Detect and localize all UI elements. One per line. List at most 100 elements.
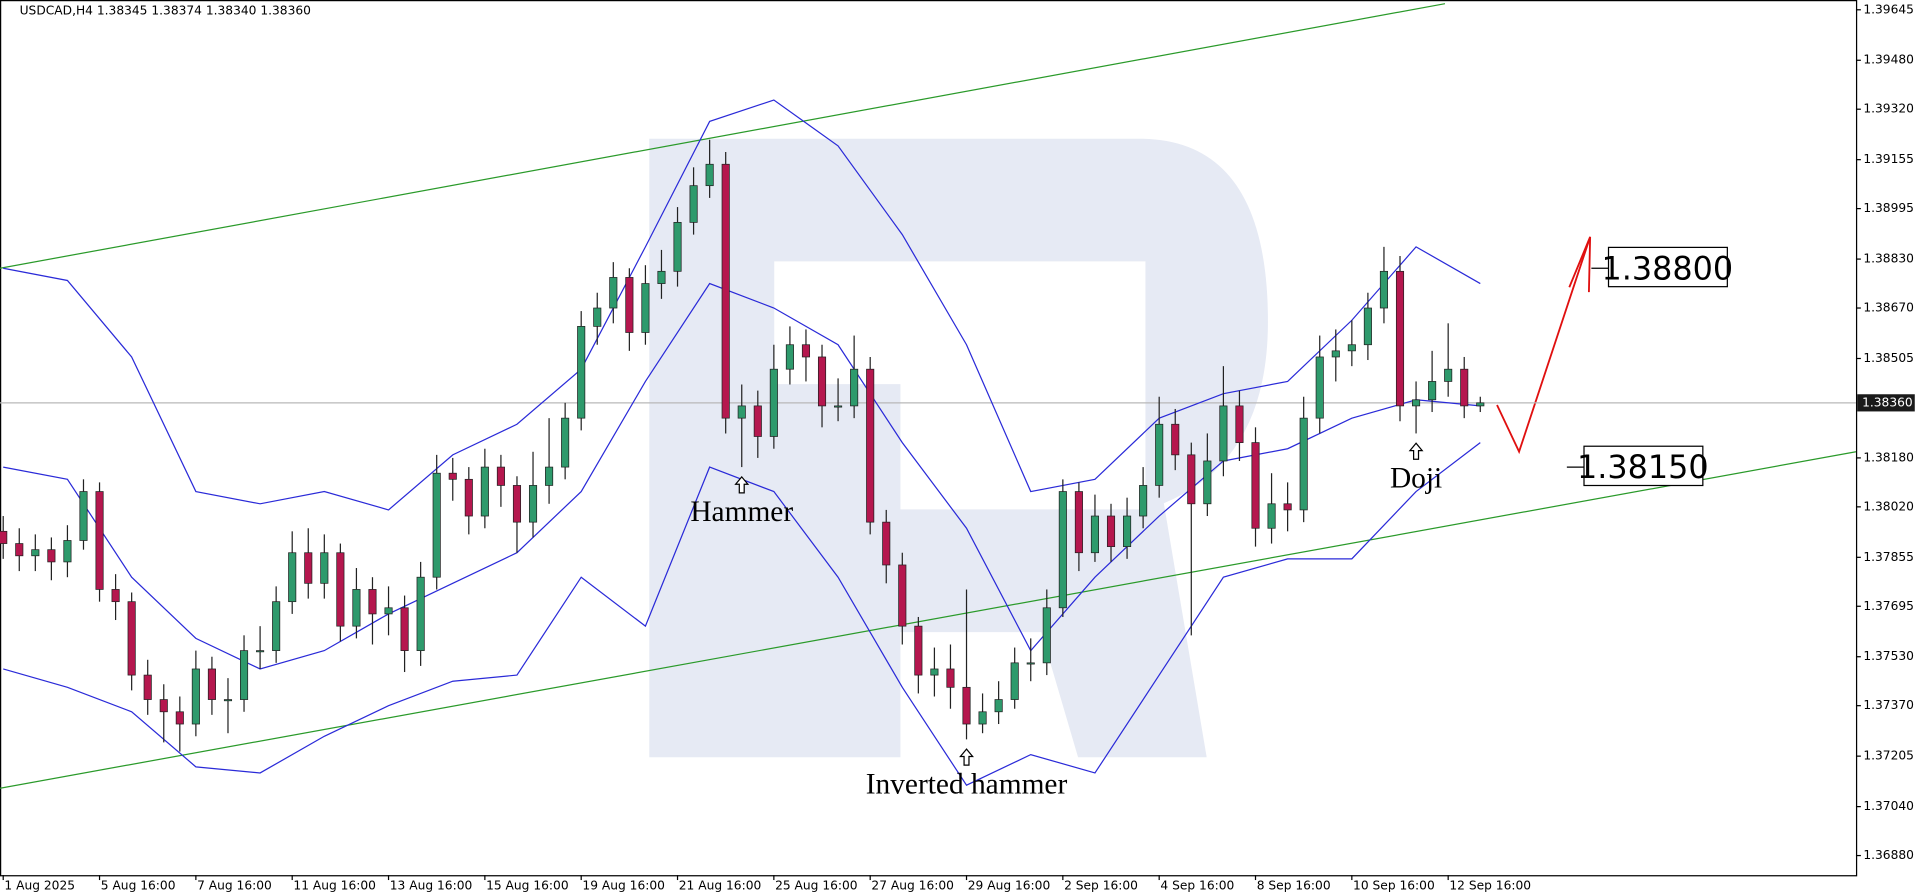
y-tick-label: 1.39320	[1863, 102, 1914, 116]
candle-body	[625, 277, 634, 333]
candle-body	[528, 485, 538, 523]
last-price-box	[1857, 394, 1915, 412]
candle-body	[1299, 417, 1308, 511]
candle-body	[946, 668, 955, 688]
candle-body	[1058, 491, 1067, 609]
candle-body	[1171, 423, 1180, 456]
candle-body	[994, 699, 1003, 713]
candle-body	[448, 472, 457, 480]
candle-body	[1476, 402, 1485, 407]
y-tick-label: 1.37040	[1863, 799, 1914, 813]
y-tick-label: 1.38505	[1863, 351, 1914, 365]
candle-body	[1379, 270, 1388, 309]
candle-body	[1203, 460, 1212, 505]
candle-body	[914, 625, 923, 676]
candle-body	[689, 185, 698, 223]
y-tick-label: 1.37530	[1863, 649, 1914, 663]
candle-body	[496, 466, 505, 486]
candle-body	[577, 326, 586, 419]
plot-frame	[0, 0, 1858, 877]
candle-body	[1090, 515, 1100, 554]
chart-title: USDCAD,H4 1.38345 1.38374 1.38340 1.3836…	[20, 4, 311, 18]
candle-body	[753, 405, 762, 437]
annotation: Hammer	[690, 496, 793, 528]
candle-body	[512, 485, 522, 523]
candle-body	[801, 344, 811, 358]
candle-body	[1139, 485, 1148, 517]
x-tick-label: 11 Aug 16:00	[293, 879, 376, 893]
candle-body	[31, 549, 40, 557]
candle-body	[657, 270, 666, 284]
x-tick-label: 27 Aug 16:00	[871, 879, 954, 893]
candle-body	[384, 607, 393, 615]
x-tick-label: 10 Sep 16:00	[1353, 879, 1435, 893]
candle-body	[609, 277, 618, 309]
candle-body	[1283, 503, 1292, 511]
candle-body	[1155, 423, 1164, 486]
candle-body	[1428, 381, 1437, 401]
x-tick-label: 19 Aug 16:00	[582, 879, 665, 893]
y-tick-label: 1.38180	[1863, 450, 1914, 464]
candle-body	[930, 668, 939, 676]
candle-body	[320, 552, 329, 584]
candle-body	[416, 576, 425, 651]
candle-body	[785, 344, 794, 370]
forecast-arrow	[1496, 240, 1590, 455]
candle-body	[1187, 454, 1196, 505]
candle-body	[79, 491, 88, 541]
y-tick-label: 1.37370	[1863, 698, 1914, 712]
annotation: Inverted hammer	[866, 768, 1068, 800]
y-tick-label: 1.38670	[1863, 301, 1914, 315]
bollinger-band	[3, 99, 1481, 511]
candle-body	[127, 601, 136, 676]
y-tick-label: 1.39645	[1863, 2, 1914, 16]
watermark	[649, 138, 1268, 758]
candle-body	[63, 540, 72, 563]
candle-body	[175, 711, 184, 725]
candle-body	[1219, 405, 1228, 462]
annotation-arrow	[959, 748, 974, 766]
candle-body	[721, 163, 730, 419]
candle-body	[207, 668, 216, 700]
candle-body	[143, 674, 152, 700]
y-tick-label: 1.38020	[1863, 499, 1914, 513]
candle-body	[400, 607, 409, 651]
candle-body	[1235, 405, 1244, 443]
candle-body	[1444, 368, 1453, 382]
candle-body	[1347, 344, 1356, 352]
candle-body	[769, 368, 778, 437]
x-tick-label: 15 Aug 16:00	[486, 879, 569, 893]
y-tick-label: 1.39155	[1863, 152, 1914, 166]
x-tick-label: 7 Aug 16:00	[197, 879, 272, 893]
candle-body	[288, 552, 297, 603]
x-tick-label: 8 Sep 16:00	[1257, 879, 1331, 893]
y-tick-label: 1.37855	[1863, 550, 1914, 564]
level-label: 1.38150	[1577, 448, 1709, 486]
annotation-arrow	[1408, 442, 1424, 460]
forecast-arrowhead	[1568, 236, 1592, 293]
candle-body	[159, 699, 168, 713]
y-tick-label: 1.37695	[1863, 599, 1914, 613]
x-tick-label: 5 Aug 16:00	[101, 879, 176, 893]
candle-body	[432, 472, 441, 578]
candle-body	[1010, 662, 1019, 700]
x-tick-label: 12 Sep 16:00	[1449, 879, 1531, 893]
candle-body	[641, 283, 650, 333]
level-label: 1.38800	[1601, 249, 1733, 287]
annotation-arrow	[734, 475, 750, 494]
candle-body	[673, 222, 682, 272]
y-tick-label: 1.37205	[1863, 749, 1914, 763]
candle-body	[882, 521, 891, 566]
candle-body	[191, 668, 200, 725]
last-price-label: 1.38360	[1862, 395, 1913, 409]
x-tick-label: 29 Aug 16:00	[968, 879, 1051, 893]
candle-body	[352, 589, 361, 627]
candle-body	[47, 549, 56, 563]
candle-body	[866, 368, 875, 523]
candle-body	[817, 356, 827, 407]
candle-body	[561, 417, 570, 468]
candle-body	[464, 478, 473, 517]
candle-body	[15, 543, 24, 557]
candle-body	[95, 491, 104, 590]
